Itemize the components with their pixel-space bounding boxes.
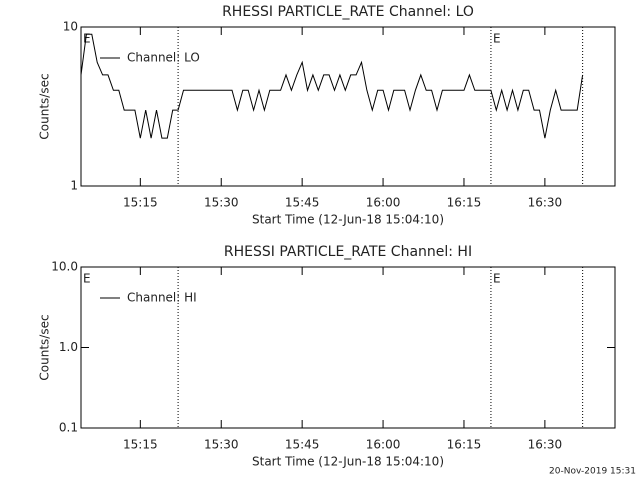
chart-title: RHESSI PARTICLE_RATE Channel: HI xyxy=(224,244,472,260)
x-tick-label: 16:00 xyxy=(366,196,401,210)
y-tick-label: 1 xyxy=(70,179,78,193)
x-axis-label: Start Time (12-Jun-18 15:04:10) xyxy=(252,455,444,469)
y-tick-label: 10.0 xyxy=(51,260,78,274)
y-axis-label: Counts/sec xyxy=(38,73,52,139)
x-tick-label: 16:30 xyxy=(528,196,563,210)
footer: 20-Nov-2019 15:31 xyxy=(549,467,636,477)
y-tick-label: 1.0 xyxy=(59,340,78,354)
annotation: E xyxy=(83,32,91,46)
y-axis-label: Counts/sec xyxy=(38,314,52,380)
plot-frame xyxy=(80,26,616,187)
legend-label: Channel: LO xyxy=(127,51,200,65)
y-tick-label: 0.1 xyxy=(59,421,78,435)
annotation: E xyxy=(493,32,501,46)
x-axis-label: Start Time (12-Jun-18 15:04:10) xyxy=(252,213,444,227)
x-tick-label: 15:30 xyxy=(204,438,239,452)
y-tick-label: 10 xyxy=(63,20,78,34)
x-tick-label: 16:15 xyxy=(447,196,482,210)
legend-label: Channel: HI xyxy=(127,291,197,305)
data-line xyxy=(80,33,584,139)
x-tick-label: 15:15 xyxy=(123,196,158,210)
x-tick-label: 15:30 xyxy=(204,196,239,210)
chart-title: RHESSI PARTICLE_RATE Channel: LO xyxy=(222,4,474,20)
x-tick-label: 16:30 xyxy=(528,438,563,452)
x-tick-label: 15:45 xyxy=(285,196,320,210)
x-tick-label: 15:45 xyxy=(285,438,320,452)
x-tick-label: 16:15 xyxy=(447,438,482,452)
x-tick-label: 15:15 xyxy=(123,438,158,452)
annotation: E xyxy=(493,272,501,286)
x-tick-label: 16:00 xyxy=(366,438,401,452)
annotation: E xyxy=(83,272,91,286)
